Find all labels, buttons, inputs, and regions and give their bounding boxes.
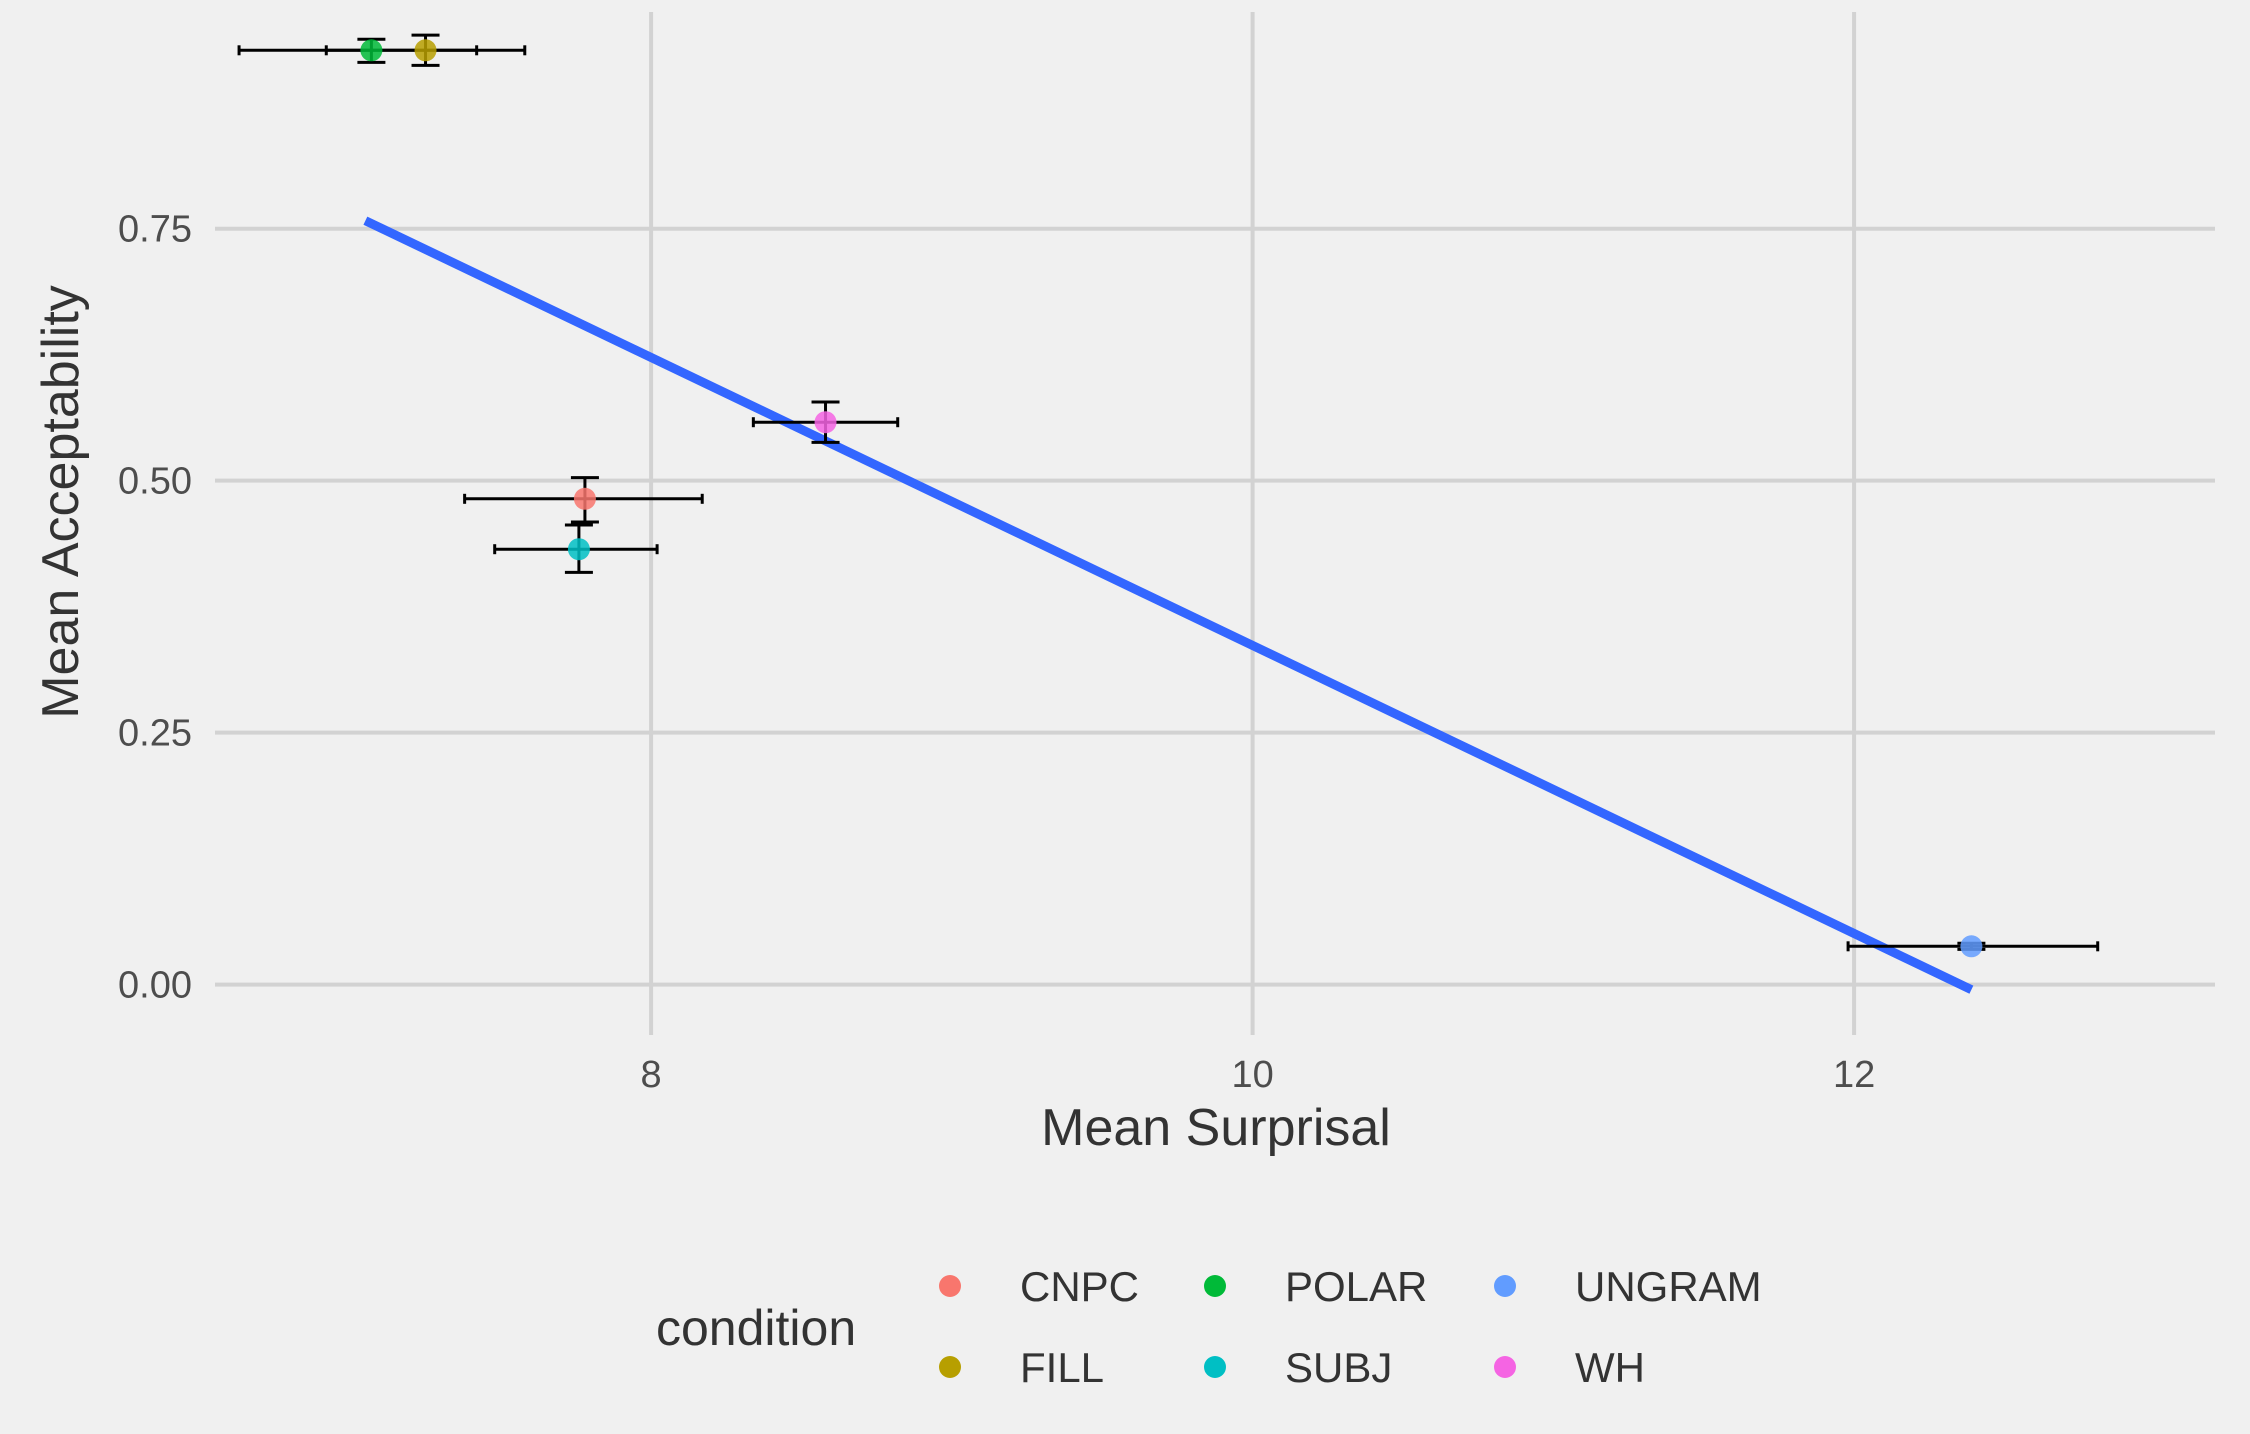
data-point-subj	[567, 538, 590, 561]
y-tick-label: 0.00	[118, 965, 192, 1007]
legend-label-wh: WH	[1575, 1344, 1645, 1391]
regression-line	[363, 216, 1974, 994]
y-tick-label: 0.75	[118, 209, 192, 251]
legend-label-cnpc: CNPC	[1020, 1263, 1139, 1310]
y-tick-label: 0.50	[118, 461, 192, 503]
data-point-wh	[814, 411, 837, 434]
x-tick-label: 8	[641, 1054, 662, 1096]
legend-label-subj: SUBJ	[1285, 1344, 1392, 1391]
x-tick-label: 12	[1833, 1054, 1875, 1096]
legend-key-wh	[1494, 1356, 1516, 1378]
legend-key-polar	[1204, 1275, 1226, 1297]
y-axis-title: Mean Acceptability	[32, 285, 90, 719]
x-axis-title: Mean Surprisal	[1041, 1099, 1391, 1157]
data-points	[360, 39, 1983, 958]
data-point-fill	[414, 39, 437, 62]
y-axis-ticks: 0.00 0.25 0.50 0.75	[118, 209, 192, 1007]
y-tick-label: 0.25	[118, 713, 192, 755]
legend-key-cnpc	[939, 1275, 961, 1297]
legend-label-ungram: UNGRAM	[1575, 1263, 1762, 1310]
data-point-polar	[360, 39, 383, 62]
legend: condition CNPC FILL POLAR SUBJ UNGRAM WH	[656, 1263, 1762, 1391]
x-tick-label: 10	[1231, 1054, 1273, 1096]
x-axis-ticks: 8 10 12	[641, 1054, 1876, 1096]
legend-key-ungram	[1494, 1275, 1516, 1297]
data-point-ungram	[1960, 935, 1983, 958]
legend-label-fill: FILL	[1020, 1344, 1104, 1391]
legend-title: condition	[656, 1300, 856, 1356]
data-point-cnpc	[573, 487, 596, 510]
legend-key-subj	[1204, 1356, 1226, 1378]
legend-key-fill	[939, 1356, 961, 1378]
gridlines	[215, 12, 2215, 1035]
legend-label-polar: POLAR	[1285, 1263, 1427, 1310]
regression-line-layer	[363, 216, 1974, 994]
